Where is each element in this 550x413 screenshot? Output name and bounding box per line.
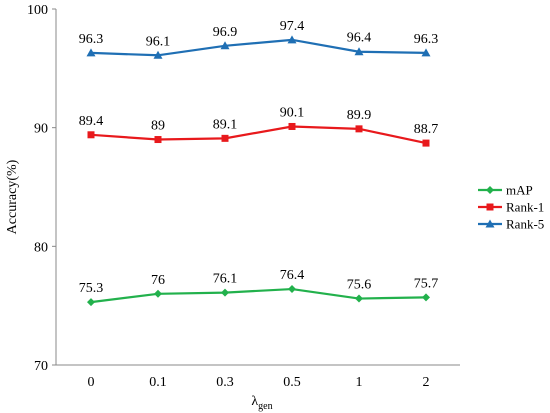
x-tick-label: 0.1 [149, 375, 167, 390]
axes [55, 9, 460, 366]
square-marker [288, 122, 296, 130]
series-map: 75.3 76 76.1 76.4 75.6 75.7 [79, 268, 439, 307]
square-marker [221, 134, 229, 142]
diamond-marker [355, 294, 363, 303]
x-tick-label: 0 [88, 375, 95, 390]
data-label: 89.4 [79, 114, 104, 129]
triangle-marker [354, 47, 364, 56]
data-label: 96.4 [347, 31, 372, 46]
x-tick-labels: 0 0.1 0.3 0.5 1 2 [88, 375, 430, 390]
series-line [90, 287, 427, 304]
x-axis-title: λgen [251, 394, 272, 412]
data-label: 89.1 [213, 117, 238, 132]
x-tick-label: 2 [423, 375, 430, 390]
series-line [90, 125, 427, 145]
diamond-marker [422, 293, 430, 302]
triangle-marker [287, 35, 297, 44]
series-line [90, 38, 427, 57]
x-tick-label: 0.5 [283, 375, 301, 390]
y-tick-labels: 70 80 90 100 [27, 3, 56, 374]
y-axis-title: Accuracy(%) [5, 159, 20, 234]
y-tick-label: 80 [34, 240, 48, 255]
square-marker [486, 203, 494, 211]
diamond-marker [154, 289, 162, 298]
series-layer: 75.3 76 76.1 76.4 75.6 75.7 89.4 89 89.1 90.1 89.9… [79, 19, 439, 307]
data-label: 96.3 [414, 32, 439, 47]
data-label: 76.1 [213, 272, 238, 287]
square-marker [154, 136, 162, 144]
square-marker [422, 139, 430, 147]
data-label: 96.1 [146, 34, 171, 49]
square-marker [87, 131, 95, 139]
diamond-marker [221, 288, 229, 297]
triangle-marker [153, 50, 163, 59]
data-label: 76 [151, 273, 165, 288]
triangle-marker [421, 48, 431, 57]
data-label: 90.1 [280, 105, 305, 120]
triangle-marker [86, 48, 96, 57]
data-label: 75.6 [347, 278, 372, 293]
data-label: 76.4 [280, 268, 305, 283]
data-label: 97.4 [280, 19, 305, 34]
legend-item: Rank-1 [478, 200, 544, 215]
triangle-marker [220, 41, 230, 50]
y-tick-label: 100 [27, 3, 48, 18]
legend-label: Rank-5 [506, 217, 544, 232]
data-label: 89 [151, 119, 165, 134]
y-tick-label: 70 [34, 359, 48, 374]
series-rank-1: 89.4 89 89.1 90.1 89.9 88.7 [79, 105, 439, 147]
series-rank-5: 96.3 96.1 96.9 97.4 96.4 96.3 [79, 19, 439, 59]
square-marker [355, 125, 363, 133]
data-label: 75.3 [79, 281, 104, 296]
diamond-marker [486, 186, 494, 194]
data-label: 75.7 [414, 276, 439, 291]
x-axis-title-sub: gen [258, 401, 272, 412]
diamond-marker [87, 298, 95, 307]
data-label: 89.9 [347, 108, 372, 123]
data-label: 96.9 [213, 25, 238, 40]
diamond-marker [288, 285, 296, 294]
triangle-marker [485, 219, 495, 228]
legend-item: mAP [478, 183, 533, 198]
x-tick-label: 0.3 [216, 375, 234, 390]
data-label: 96.3 [79, 32, 104, 47]
x-axis-title-main: λ [251, 394, 258, 409]
legend-label: Rank-1 [506, 200, 544, 215]
legend-label: mAP [506, 183, 533, 198]
x-tick-label: 1 [356, 375, 363, 390]
data-label: 88.7 [414, 122, 439, 137]
legend-item: Rank-5 [478, 217, 544, 232]
legend: mAP Rank-1 Rank-5 [478, 183, 544, 232]
y-tick-label: 90 [34, 122, 48, 137]
